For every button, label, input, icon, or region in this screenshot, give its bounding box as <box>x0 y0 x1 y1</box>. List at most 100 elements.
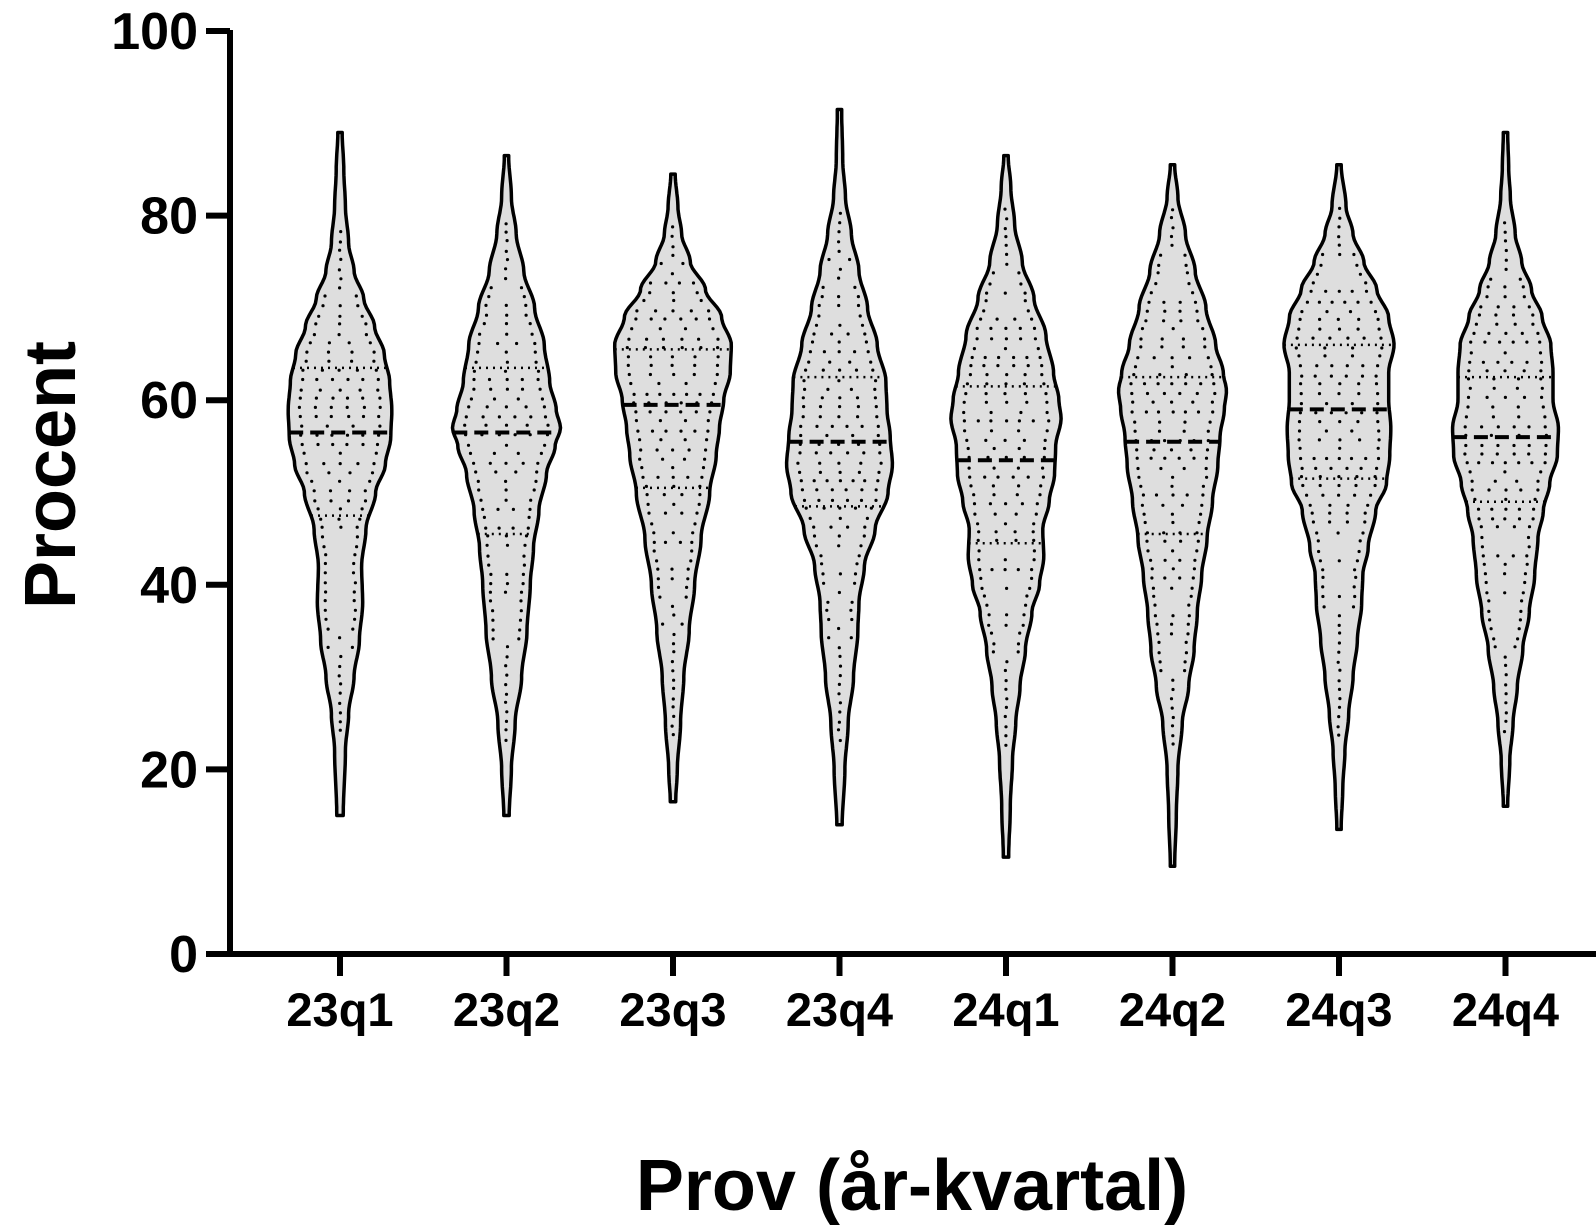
data-point <box>1466 377 1471 381</box>
data-point <box>338 286 342 290</box>
data-point <box>1485 369 1489 373</box>
data-point <box>463 423 467 427</box>
data-point <box>871 368 875 372</box>
data-point <box>846 525 850 529</box>
data-point <box>1480 535 1484 540</box>
data-point <box>864 340 869 344</box>
data-point <box>1298 364 1302 368</box>
data-point <box>697 502 701 506</box>
data-point <box>322 462 326 466</box>
data-point <box>1477 461 1481 465</box>
data-point <box>694 317 698 321</box>
data-point <box>848 360 852 364</box>
data-point <box>504 728 508 732</box>
data-point <box>1013 317 1017 321</box>
data-point <box>801 396 805 400</box>
data-point <box>1338 252 1342 257</box>
data-point <box>1504 701 1508 705</box>
data-point <box>976 522 980 526</box>
data-point <box>838 516 842 521</box>
data-point <box>1469 351 1473 355</box>
data-point <box>1337 225 1341 229</box>
data-point <box>1504 258 1508 262</box>
data-point <box>1211 410 1215 414</box>
data-point <box>1518 618 1522 622</box>
data-point <box>1346 336 1350 340</box>
data-point <box>1014 538 1018 543</box>
data-point <box>469 397 473 401</box>
data-point <box>305 350 309 354</box>
data-point <box>1004 725 1008 729</box>
data-point <box>1513 645 1517 649</box>
data-point <box>1379 336 1383 340</box>
data-point <box>692 372 696 377</box>
data-point <box>671 466 675 470</box>
data-point <box>680 493 684 497</box>
data-point <box>504 405 508 409</box>
data-point <box>505 673 509 677</box>
data-point <box>683 438 687 442</box>
data-point <box>1344 374 1348 378</box>
data-point <box>1135 456 1139 460</box>
data-point <box>975 337 979 341</box>
data-point <box>543 443 547 447</box>
data-point <box>1338 216 1342 220</box>
data-point <box>1026 364 1030 368</box>
data-point <box>855 562 859 566</box>
data-point <box>1510 360 1514 364</box>
data-point <box>1468 386 1472 390</box>
data-point <box>532 488 536 492</box>
data-point <box>1187 282 1191 286</box>
data-point <box>1299 456 1303 461</box>
data-point <box>1017 429 1021 433</box>
violin-dots <box>1463 221 1548 734</box>
data-point <box>685 585 689 590</box>
data-point <box>350 350 354 354</box>
data-point <box>1491 405 1495 409</box>
data-point <box>982 364 986 368</box>
data-point <box>1364 289 1369 293</box>
data-point <box>310 479 314 483</box>
data-point <box>301 377 305 382</box>
data-point <box>361 442 365 447</box>
data-point <box>663 511 668 515</box>
data-point <box>1034 512 1038 516</box>
violin-23q4 <box>784 107 895 827</box>
data-point <box>846 332 850 336</box>
data-point <box>1351 346 1355 350</box>
data-point <box>855 396 860 400</box>
data-point <box>1495 322 1499 326</box>
data-point <box>496 341 500 346</box>
data-point <box>969 484 973 488</box>
data-point <box>671 531 675 535</box>
data-point <box>1016 466 1021 470</box>
data-point <box>1337 650 1341 654</box>
data-point <box>1543 425 1547 429</box>
data-point <box>659 438 663 442</box>
data-point <box>804 506 808 510</box>
data-point <box>1337 641 1341 645</box>
data-point <box>1522 369 1526 373</box>
data-point <box>1503 461 1507 465</box>
data-point <box>1017 446 1021 451</box>
data-point <box>1181 337 1185 341</box>
data-point <box>1350 402 1354 406</box>
data-point <box>1487 599 1491 603</box>
data-point <box>680 511 684 515</box>
data-point <box>360 507 364 511</box>
data-point <box>796 461 800 465</box>
data-point <box>658 419 663 423</box>
data-point <box>989 410 993 415</box>
data-point <box>504 222 508 226</box>
data-point <box>346 377 350 382</box>
data-point <box>378 405 382 409</box>
data-point <box>820 396 824 400</box>
data-point <box>1481 554 1485 558</box>
data-point <box>1157 429 1162 433</box>
data-point <box>325 424 329 428</box>
data-point <box>1476 507 1481 511</box>
data-point <box>355 525 359 529</box>
y-tick-label: 0 <box>169 926 198 984</box>
data-point <box>1208 420 1212 424</box>
